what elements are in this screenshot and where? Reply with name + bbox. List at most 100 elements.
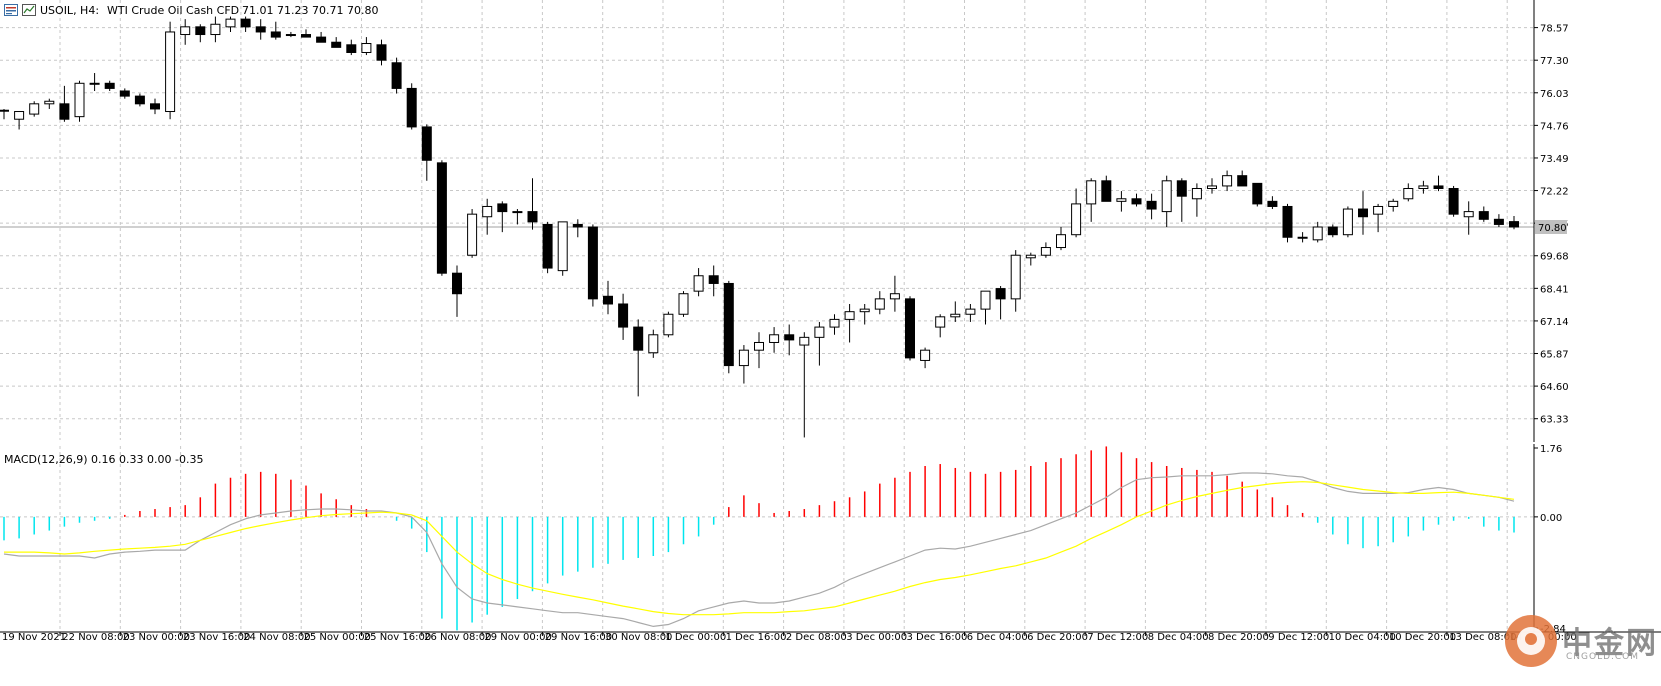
candle-bear [497, 203, 508, 213]
candle-bull [467, 213, 478, 256]
watermark-brand-en: CNGOLD.COM [1566, 652, 1640, 662]
candle-bear [150, 103, 160, 110]
candle-bull [1312, 226, 1323, 241]
candle-bull [754, 341, 764, 351]
macd-axis-label: 1.76 [1540, 444, 1562, 455]
time-axis-label: 1 Dec 16:00 [726, 632, 787, 643]
candle-bear [1478, 211, 1489, 220]
candle-bull [512, 211, 523, 214]
time-axis-label: 10 Dec 20:00 [1389, 632, 1456, 643]
candle-bull [950, 313, 961, 318]
macd-signal-line [4, 481, 1515, 616]
candle-bear [255, 26, 266, 33]
price-axis-label: 63.33 [1540, 415, 1569, 426]
time-axis-label: 23 Nov 16:00 [183, 632, 250, 643]
time-axis-label: 10 Dec 04:00 [1329, 632, 1396, 643]
candle-bull [1086, 180, 1097, 205]
time-axis-label: 8 Dec 20:00 [1208, 632, 1269, 643]
candle-bear [195, 26, 206, 36]
candle-bear [376, 44, 387, 61]
time-axis-label: 26 Nov 08:00 [424, 632, 491, 643]
candle-bear [784, 334, 795, 341]
candle-bull [482, 205, 493, 218]
candle-bull [225, 18, 236, 28]
watermark-brand-cn: 中金网 [1562, 626, 1658, 661]
candle-bull [648, 334, 659, 354]
candle-bear [1176, 180, 1187, 197]
candle-bull [874, 298, 885, 310]
candle-bull [1342, 208, 1353, 236]
ohlc-values: 71.01 71.23 70.71 70.80 [242, 4, 379, 17]
candle-bull [557, 221, 568, 272]
candle-bear [1267, 200, 1278, 207]
price-axis-label: 74.76 [1540, 121, 1569, 132]
price-axis-label: 65.87 [1540, 350, 1569, 361]
candle-bull [0, 109, 9, 112]
candle-bull [1116, 198, 1127, 202]
price-axis-label: 78.57 [1540, 24, 1569, 35]
candle-bull [1071, 203, 1082, 236]
candle-bear [240, 18, 251, 28]
candle-bear [1252, 182, 1263, 205]
candle-bear [1146, 200, 1157, 210]
candle-bull [44, 100, 55, 105]
candle-bull [738, 349, 749, 367]
candle-bear [618, 303, 629, 328]
candle-bull [180, 26, 191, 36]
candle-bull [814, 326, 825, 338]
macd-line [3, 472, 1515, 628]
candle-bull [14, 111, 25, 120]
candle-bear [1358, 208, 1368, 218]
candle-bull [89, 82, 100, 85]
price-axis-label: 77.30 [1540, 56, 1569, 67]
candle-bear [119, 90, 130, 97]
candle-bear [406, 87, 417, 128]
candle-bear [1131, 198, 1142, 205]
current-price-tag [1535, 220, 1567, 234]
candle-bear [527, 211, 538, 223]
candle-bear [905, 298, 915, 359]
time-axis-label: 3 Dec 00:00 [846, 632, 907, 643]
chart-window-icon[interactable] [22, 4, 36, 19]
candle-bull [1207, 185, 1217, 190]
price-chart[interactable]: 78.5777.3076.0374.7673.4972.2270.9569.68… [0, 0, 1661, 442]
time-axis-label: 6 Dec 04:00 [967, 632, 1028, 643]
candle-bull [165, 31, 176, 113]
macd-axis-label: 0.00 [1540, 513, 1562, 524]
candle-bull [1040, 247, 1051, 256]
candle-bear [633, 326, 644, 351]
candle-bull [210, 23, 221, 36]
candle-bull [844, 311, 855, 320]
candle-bear [587, 226, 598, 300]
candle-bear [723, 282, 734, 367]
candle-bull [799, 336, 810, 346]
candle-bull [678, 293, 689, 315]
candle-bear [1327, 226, 1338, 236]
time-axis-label: 25 Nov 00:00 [304, 632, 371, 643]
candle-bull [1025, 254, 1036, 259]
candle-bull [769, 334, 780, 343]
chart-list-icon[interactable] [4, 4, 18, 19]
price-axis-label: 72.22 [1540, 187, 1569, 198]
time-axis-label: 30 Nov 08:00 [605, 632, 672, 643]
candle-bull [1161, 180, 1172, 213]
time-axis-label: 6 Dec 20:00 [1027, 632, 1088, 643]
time-axis-label: 25 Nov 16:00 [364, 632, 431, 643]
price-axis-label: 76.03 [1540, 89, 1569, 100]
candle-bear [316, 36, 327, 43]
candle-bear [542, 223, 553, 269]
candle-bear [436, 162, 447, 274]
candle-bear [1509, 221, 1519, 228]
time-axis-label: 29 Nov 16:00 [545, 632, 612, 643]
candle-bull [1010, 254, 1021, 300]
candle-bear [331, 41, 342, 48]
macd-indicator-label: MACD(12,26,9) 0.16 0.33 0.00 -0.35 [4, 453, 204, 466]
candle-bull [285, 34, 296, 37]
candle-bull [889, 293, 900, 300]
time-axis-label: 13 Dec 08:00 [1449, 632, 1516, 643]
time-axis-label: 1 Dec 00:00 [665, 632, 726, 643]
candle-bear [603, 295, 613, 305]
symbol-timeframe: USOIL, H4: [40, 4, 100, 17]
